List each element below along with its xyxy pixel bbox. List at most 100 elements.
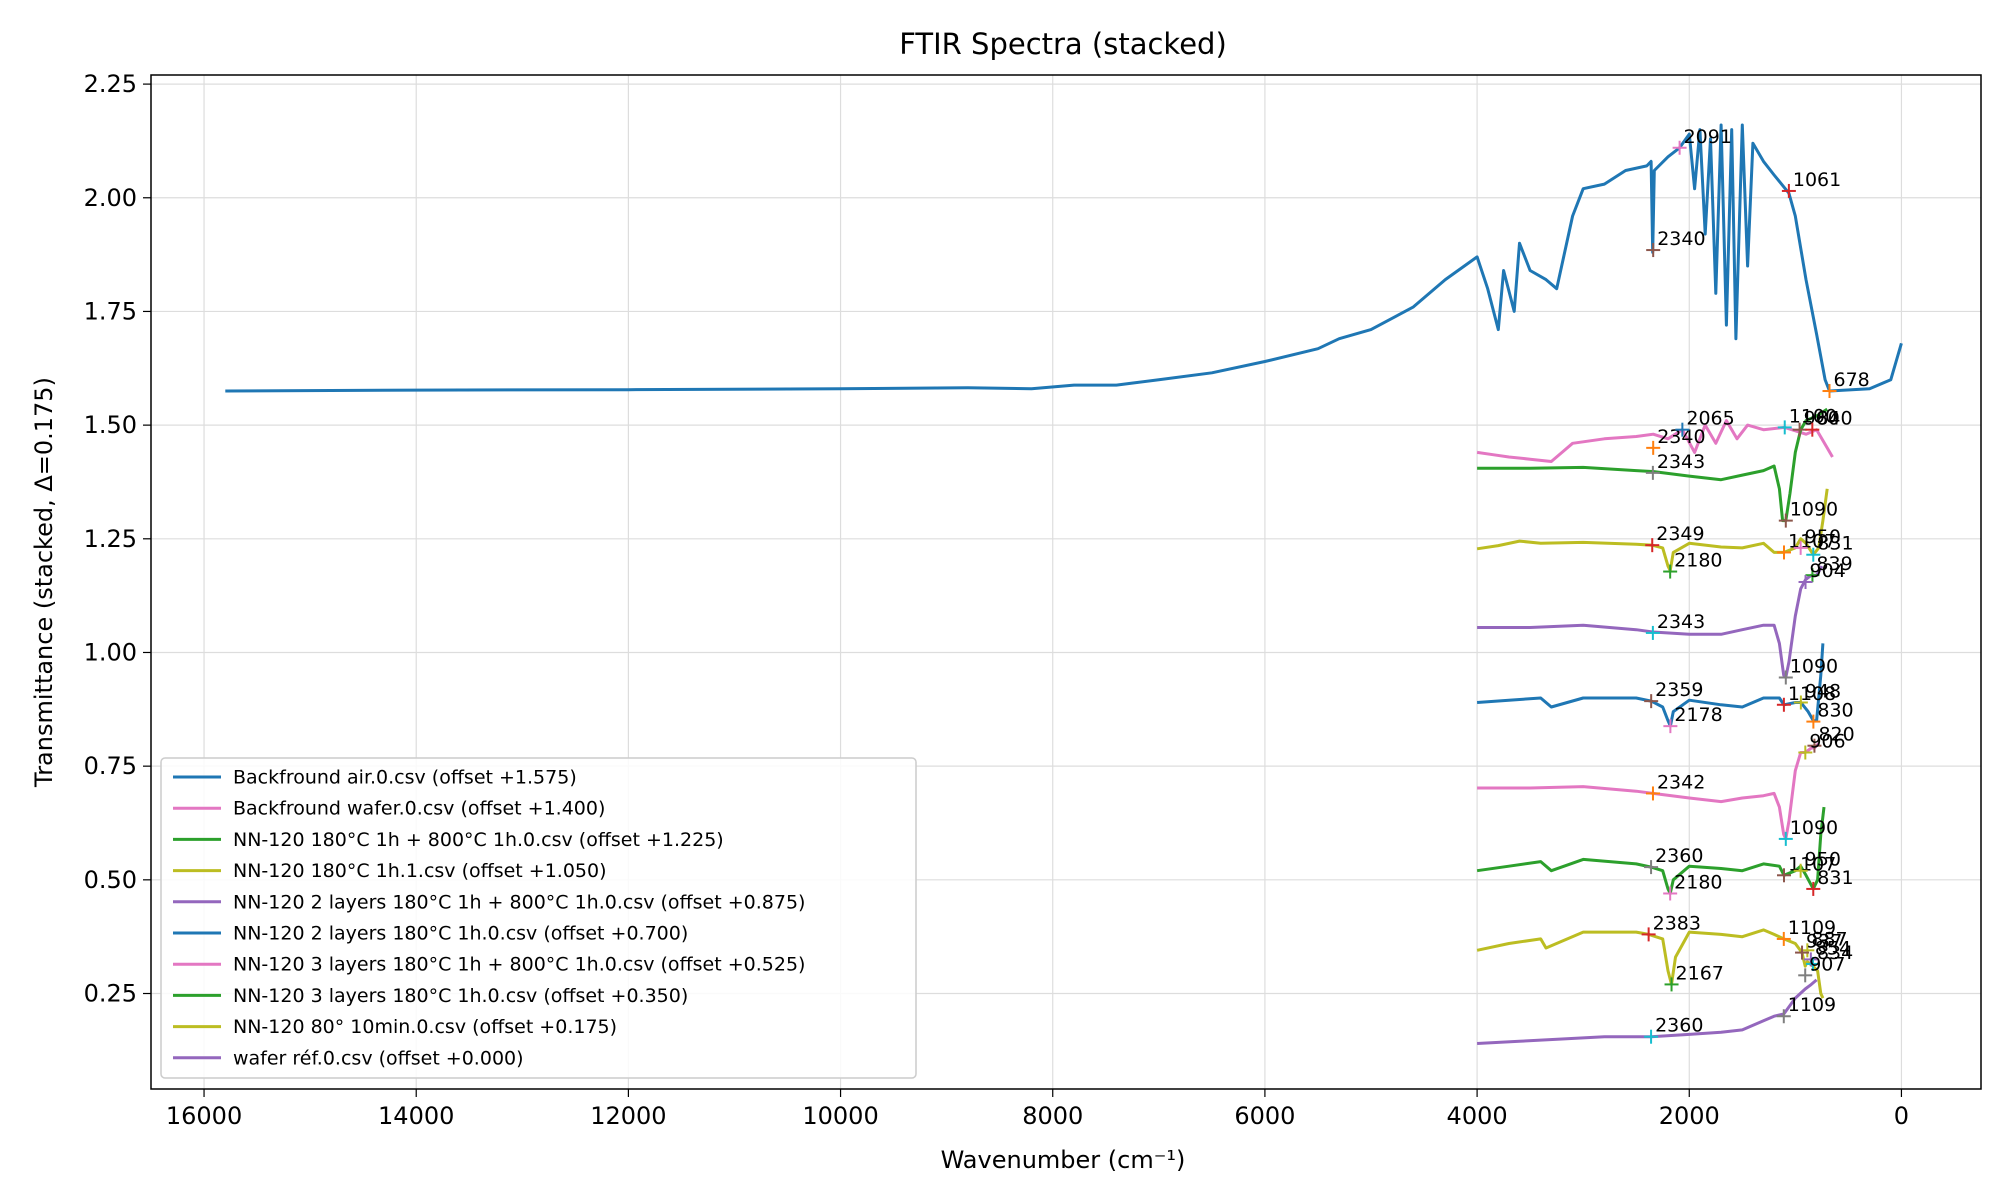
series-layer: [225, 123, 1903, 1045]
x-axis-ticks: 16000 14000 12000 10000 8000 6000 4000 2000 0: [166, 1089, 1909, 1130]
y-axis-label: Transmittance (stacked, Δ=0.175): [30, 377, 58, 788]
peak-label: 2359: [1655, 679, 1703, 701]
peak-label: 1109: [1788, 994, 1836, 1016]
peak-marker: 2360: [1644, 1015, 1703, 1044]
peak-label: 2065: [1686, 408, 1734, 430]
peak-marker: 948: [1793, 680, 1841, 710]
peak-marker: 2065: [1675, 408, 1735, 437]
x-tick-label: 10000: [802, 1102, 878, 1130]
y-tick-label: 0.25: [84, 980, 137, 1008]
peak-marker: 2349: [1645, 523, 1705, 553]
peak-label: 834: [1817, 942, 1853, 964]
legend: Backfround air.0.csv (offset +1.575) Back…: [160, 757, 917, 1079]
peak-label: 950: [1805, 849, 1841, 871]
peak-label: 950: [1805, 526, 1841, 548]
peak-marker: 950: [1793, 849, 1841, 878]
series-line: [1476, 419, 1834, 463]
peak-marker: 840: [1805, 408, 1853, 437]
y-tick-label: 0.75: [84, 752, 137, 780]
peak-label: 2180: [1674, 550, 1722, 572]
peak-label: 887: [1811, 928, 1847, 950]
legend-label: NN-120 2 layers 180°C 1h.0.csv (offset +…: [233, 923, 688, 945]
peak-marker: 1090: [1778, 655, 1838, 685]
peak-label: 2091: [1684, 126, 1732, 148]
x-tick-label: 4000: [1447, 1102, 1508, 1130]
y-tick-label: 1.75: [84, 297, 137, 325]
y-tick-label: 0.50: [84, 866, 137, 894]
peak-marker: 2360: [1644, 845, 1703, 875]
series-line: [1476, 488, 1829, 573]
peak-label: 2360: [1655, 1015, 1703, 1037]
series-line: [225, 123, 1903, 393]
peak-marker: 839: [1805, 553, 1853, 583]
peak-label: 2340: [1657, 426, 1705, 448]
peak-marker: 2383: [1641, 912, 1701, 942]
x-tick-label: 0: [1894, 1102, 1909, 1130]
legend-label: NN-120 180°C 1h.1.csv (offset +1.050): [233, 860, 607, 882]
x-tick-label: 16000: [166, 1102, 242, 1130]
peak-marker: 1061: [1781, 169, 1841, 198]
x-tick-label: 8000: [1022, 1102, 1083, 1130]
peak-label: 906: [1809, 731, 1845, 753]
peak-label: 1090: [1790, 817, 1838, 839]
peak-label: 2178: [1674, 704, 1722, 726]
peak-marker: 2343: [1645, 611, 1705, 640]
peak-marker: 1090: [1778, 817, 1838, 846]
peak-marker: 1109: [1776, 917, 1836, 946]
x-tick-label: 6000: [1234, 1102, 1295, 1130]
peak-marker: 678: [1822, 369, 1870, 399]
series-line: [1476, 806, 1826, 895]
peak-marker: 854: [1803, 937, 1851, 967]
peak-label: 904: [1810, 560, 1846, 582]
peak-label: 1090: [1790, 499, 1838, 521]
peak-marker: 2178: [1663, 704, 1723, 734]
x-tick-label: 14000: [378, 1102, 454, 1130]
peak-label: 2180: [1674, 871, 1722, 893]
peak-marker: 1109: [1776, 994, 1836, 1024]
peak-label: 1100: [1789, 405, 1837, 427]
peak-label: 678: [1834, 369, 1870, 391]
peak-marker: 2180: [1663, 871, 1723, 901]
peak-label: 840: [1816, 408, 1852, 430]
legend-label: NN-120 80° 10min.0.csv (offset +0.175): [233, 1016, 617, 1038]
legend-box: [160, 757, 917, 1079]
y-tick-label: 1.25: [84, 525, 137, 553]
peak-label: 1109: [1788, 917, 1836, 939]
peak-marker: 834: [1805, 942, 1853, 971]
peak-label: 907: [1809, 953, 1845, 975]
peak-label: 948: [1805, 680, 1841, 702]
legend-label: Backfround wafer.0.csv (offset +1.400): [233, 798, 605, 820]
y-tick-label: 2.00: [84, 184, 137, 212]
peak-marker: 907: [1798, 953, 1845, 983]
peak-label: 2342: [1657, 771, 1705, 793]
peak-label: 854: [1815, 937, 1851, 959]
peak-marker: 906: [1798, 731, 1846, 760]
peak-marker: 2340: [1646, 426, 1706, 455]
peak-marker: 830: [1806, 700, 1854, 729]
y-tick-label: 1.00: [84, 638, 137, 666]
peak-label: 831: [1817, 867, 1853, 889]
peak-label: 1090: [1790, 655, 1838, 677]
peak-label: 2343: [1657, 611, 1705, 633]
peak-marker: 2167: [1664, 962, 1724, 992]
peak-marker: 1100: [1777, 405, 1837, 435]
x-tick-label: 2000: [1659, 1102, 1720, 1130]
peak-label: 2383: [1653, 912, 1701, 934]
legend-label: NN-120 3 layers 180°C 1h.0.csv (offset +…: [233, 985, 688, 1007]
x-axis-label: Wavenumber (cm⁻¹): [941, 1146, 1186, 1174]
peak-marker: 904: [1798, 560, 1846, 589]
peak-marker: 2343: [1645, 451, 1705, 480]
series-line: [1476, 643, 1825, 728]
series-line: [1476, 928, 1825, 999]
peak-label: 2340: [1657, 228, 1705, 250]
peak-marker: 2180: [1663, 550, 1723, 579]
peak-label: 937: [1806, 931, 1842, 953]
peak-marker: 2340: [1646, 228, 1706, 258]
legend-label: NN-120 3 layers 180°C 1h + 800°C 1h.0.cs…: [233, 954, 805, 976]
legend-label: wafer réf.0.csv (offset +0.000): [233, 1047, 524, 1069]
y-axis-ticks: 0.25 0.50 0.75 1.00 1.25 1.50 1.75 2.00 2.25: [84, 70, 151, 1008]
x-tick-label: 12000: [590, 1102, 666, 1130]
legend-label: NN-120 180°C 1h + 800°C 1h.0.csv (offset…: [233, 829, 724, 851]
